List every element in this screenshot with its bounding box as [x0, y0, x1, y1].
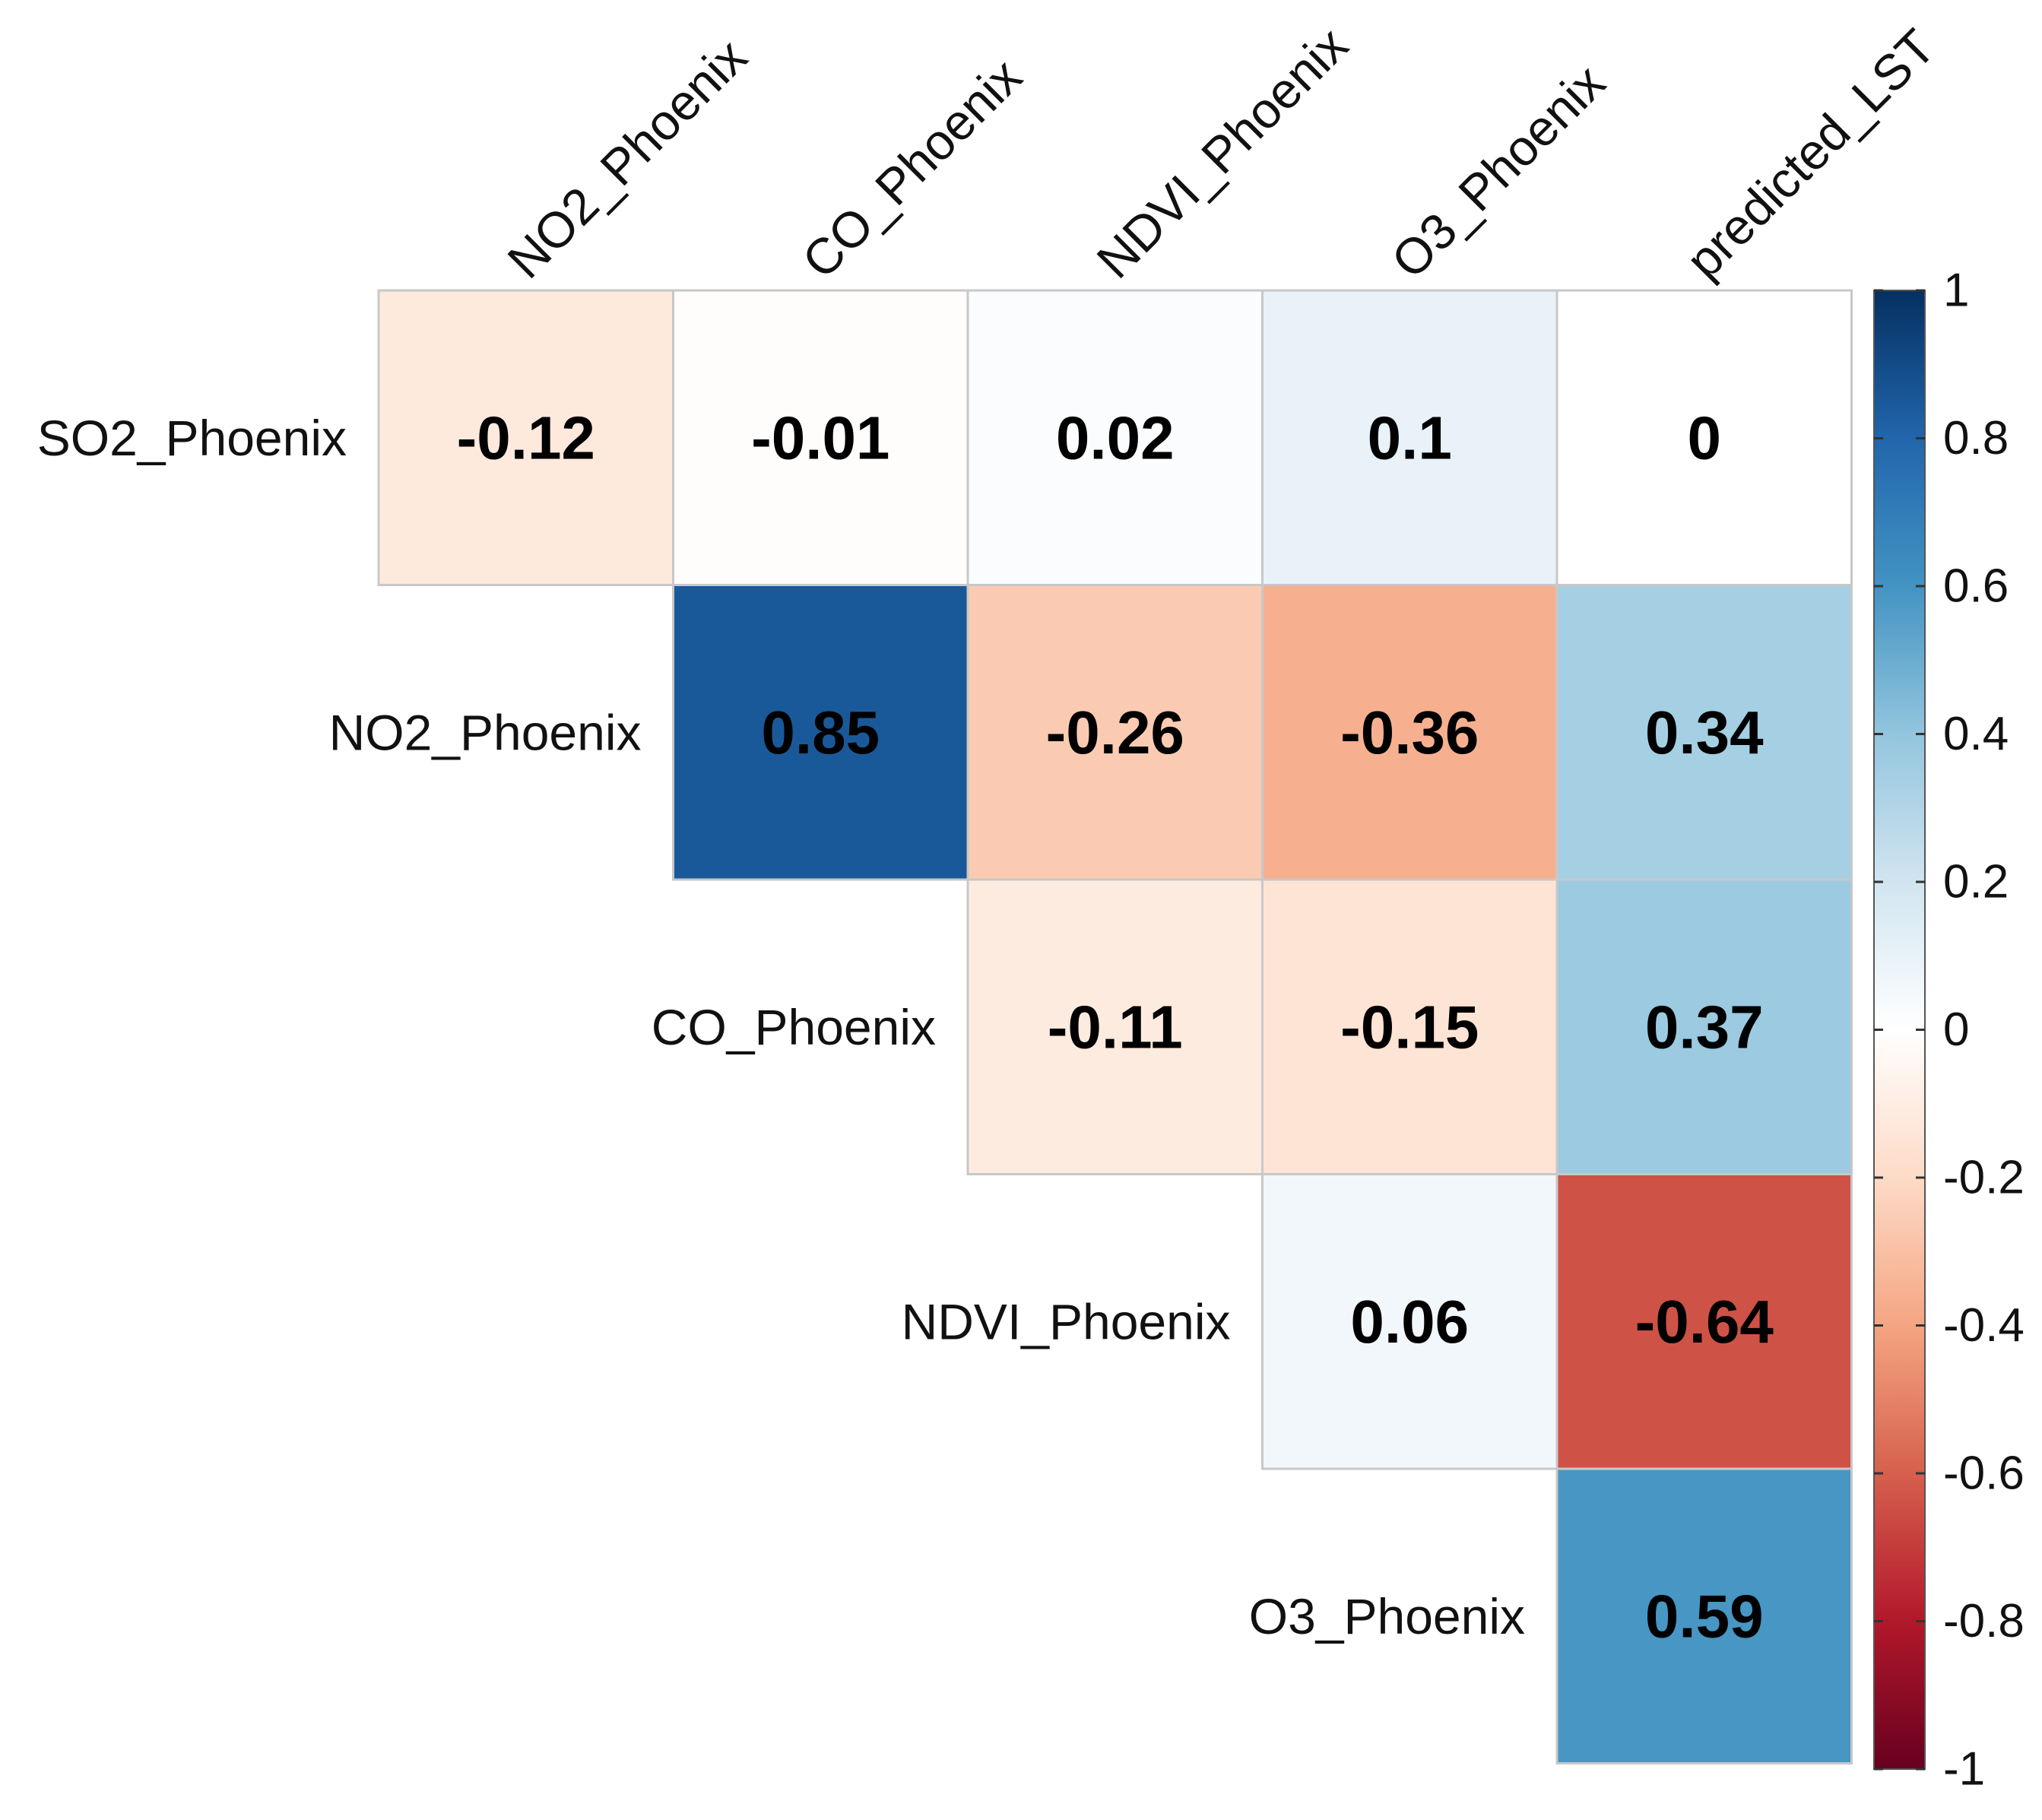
cell-value: -0.36	[1340, 699, 1479, 766]
colorbar-tick-label: -0.4	[1943, 1299, 2025, 1352]
heatmap-cell	[1555, 1467, 1853, 1765]
row-label: NDVI_Phoenix	[902, 1293, 1231, 1349]
row-label: SO2_Phoenix	[37, 410, 347, 466]
colorbar-tick-label: 0.8	[1943, 412, 2009, 465]
heatmap-cells	[377, 289, 1853, 1765]
colorbar-tick-label: 0.4	[1943, 708, 2009, 760]
heatmap-cell	[672, 289, 969, 586]
row-label: NO2_Phoenix	[329, 704, 642, 760]
cell-value: 0.59	[1645, 1582, 1764, 1650]
heatmap-cell	[377, 289, 674, 586]
heatmap-cell	[1555, 878, 1853, 1175]
heatmap-cell	[1261, 1173, 1558, 1470]
cell-value: 0	[1688, 404, 1722, 471]
heatmap-cell	[1555, 1173, 1853, 1470]
column-label: predicted_LST	[1675, 18, 1945, 289]
cell-value: -0.01	[751, 404, 889, 471]
cell-value: -0.64	[1635, 1288, 1774, 1355]
colorbar-tick-label: 1	[1943, 265, 1969, 317]
cell-value: 0.02	[1056, 404, 1175, 471]
column-labels: NO2_Phoenix CO_Phoenix NDVI_Phoenix O3_Phoe…	[496, 16, 1945, 288]
cell-value: -0.12	[457, 404, 595, 471]
colorbar-tick-label: -0.6	[1943, 1447, 2025, 1500]
cell-value: 0.34	[1645, 699, 1764, 766]
column-label: NDVI_Phoenix	[1086, 16, 1358, 288]
cell-value: -0.26	[1046, 699, 1184, 766]
row-label: CO_Phoenix	[652, 999, 936, 1055]
colorbar-tick-label: -0.8	[1943, 1595, 2025, 1647]
heatmap-cell	[672, 584, 969, 881]
cell-value: 0.1	[1368, 404, 1452, 471]
cell-value: 0.06	[1350, 1288, 1469, 1355]
column-label: CO_Phoenix	[791, 48, 1032, 289]
colorbar-tick-label: -1	[1943, 1743, 1985, 1796]
colorbar-tick-label: -0.2	[1943, 1152, 2025, 1204]
column-label: NO2_Phoenix	[496, 28, 757, 289]
heatmap-cell	[1261, 584, 1558, 881]
heatmap-cell	[966, 878, 1264, 1175]
cell-value: 0.37	[1645, 993, 1764, 1061]
row-label: O3_Phoenix	[1249, 1588, 1525, 1644]
cell-value: -0.11	[1048, 993, 1183, 1061]
cell-value: -0.15	[1340, 993, 1479, 1061]
colorbar-tick-label: 0	[1943, 1004, 1969, 1056]
cell-value: 0.85	[761, 699, 880, 766]
colorbar-tick-label: 0.2	[1943, 856, 2009, 908]
row-labels: SO2_Phoenix NO2_Phoenix CO_Phoenix NDVI_Pho…	[37, 410, 1525, 1644]
colorbar: 1 0.8 0.6 0.4 0.2 0 -0.2 -0.4 -0.6 -0.8 -1	[1873, 265, 2025, 1796]
heatmap-cell	[1261, 289, 1558, 586]
heatmap-cell	[1555, 289, 1853, 586]
colorbar-tick-label: 0.6	[1943, 560, 2009, 613]
heatmap-cell	[966, 289, 1264, 586]
column-label: O3_Phoenix	[1381, 54, 1616, 289]
cell-value-labels: -0.12 -0.01 0.02 0.1 0 0.85 -0.26 -0.36 0.34 -0.1…	[457, 404, 1774, 1650]
